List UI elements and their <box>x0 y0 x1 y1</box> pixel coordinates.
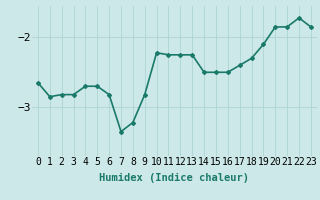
X-axis label: Humidex (Indice chaleur): Humidex (Indice chaleur) <box>100 173 249 183</box>
